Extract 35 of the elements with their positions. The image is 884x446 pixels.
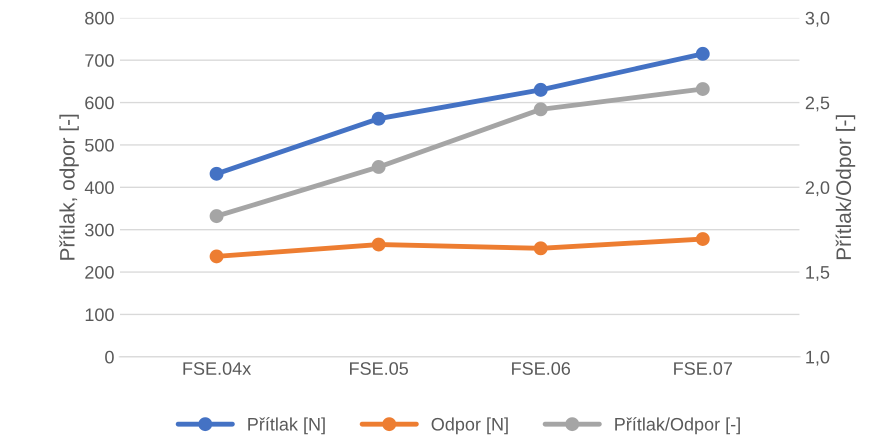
y-tick-label: 200 bbox=[85, 266, 114, 279]
y-tick-label: 300 bbox=[85, 224, 114, 236]
x-tick-label: FSE.06 bbox=[512, 362, 570, 375]
y-tick-label: 800 bbox=[85, 12, 114, 25]
y-tick-label: 0 bbox=[105, 350, 114, 364]
point bbox=[696, 232, 710, 246]
y-tick-label: 700 bbox=[85, 54, 114, 67]
legend-label: Přítlak/Odpor [-] bbox=[615, 417, 740, 434]
point bbox=[372, 238, 386, 252]
point bbox=[534, 241, 548, 256]
y-tick-label: 600 bbox=[85, 96, 114, 110]
point bbox=[210, 209, 224, 224]
point bbox=[210, 166, 224, 181]
y2-tick-label: 1,5 bbox=[806, 266, 830, 281]
point bbox=[696, 46, 710, 61]
y2-tick-label: 1,0 bbox=[806, 350, 830, 366]
x-tick-label: FSE.07 bbox=[674, 362, 732, 375]
point bbox=[696, 82, 710, 96]
point bbox=[372, 112, 386, 126]
y2-tick-label: 3,0 bbox=[806, 12, 830, 27]
point bbox=[534, 102, 548, 116]
y-tick-label: 500 bbox=[85, 138, 114, 152]
point bbox=[534, 82, 548, 97]
y2-axis-title: Přítlak/Odpor [-] bbox=[836, 115, 856, 260]
y2-tick-label: 2,5 bbox=[806, 96, 830, 112]
legend-label: Přítlak [N] bbox=[248, 417, 325, 434]
y-tick-label: 100 bbox=[86, 308, 114, 322]
point bbox=[372, 160, 386, 174]
point bbox=[210, 249, 224, 264]
y-tick-label: 400 bbox=[84, 181, 114, 194]
y-axis-title: Přítlak, odpor [-] bbox=[59, 114, 79, 260]
legend-label: Odpor [N] bbox=[432, 417, 508, 434]
y2-tick-label: 2,0 bbox=[806, 181, 830, 196]
x-tick-label: FSE.05 bbox=[350, 362, 408, 375]
x-tick-label: FSE.04x bbox=[183, 362, 252, 375]
